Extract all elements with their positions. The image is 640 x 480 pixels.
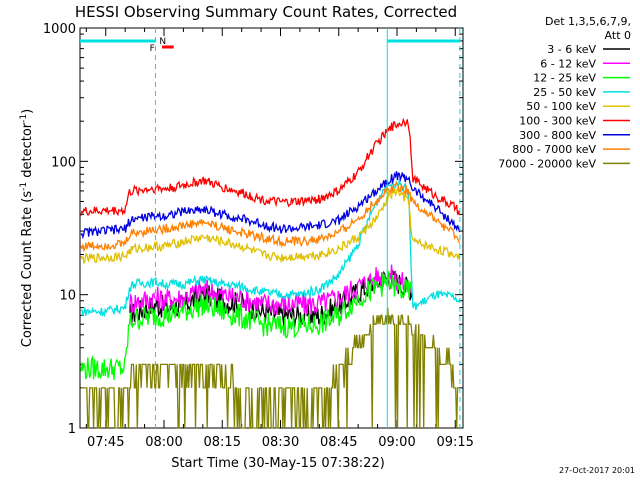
x-tick-labels: 07:45 08:00 08:15 08:30 08:45 09:00 09:15 — [87, 435, 474, 450]
legend-label-0: 3 - 6 keV — [547, 43, 596, 56]
y-axis-label-mid: detector — [20, 122, 35, 182]
x-axis-label: Start Time (30-May-15 07:38:22) — [171, 456, 385, 471]
overlay-layer: NF — [80, 28, 461, 428]
x-tick-label: 08:45 — [320, 435, 357, 450]
series-line-4 — [80, 187, 461, 265]
series-layer — [80, 117, 461, 429]
legend-label-7: 800 - 7000 keV — [512, 143, 596, 156]
x-tick-label: 07:45 — [87, 435, 124, 450]
flag-label-flare: F — [150, 44, 155, 54]
legend-label-1: 6 - 12 keV — [540, 57, 596, 70]
x-tick-label: 09:15 — [436, 435, 473, 450]
series-line-8 — [81, 307, 460, 429]
y-axis-label: Corrected Count Rate (s-1 detector-1) — [19, 109, 35, 347]
series-line-1 — [128, 264, 413, 316]
legend-label-8: 7000 - 20000 keV — [498, 157, 596, 170]
y-tick-label: 1000 — [43, 22, 76, 37]
y-tick-label: 10 — [59, 289, 76, 304]
legend-label-3: 25 - 50 keV — [533, 86, 596, 99]
legend-label-2: 12 - 25 keV — [533, 72, 596, 85]
series-line-6 — [80, 171, 461, 240]
y-axis-label-main: Corrected Count Rate (s — [20, 191, 35, 348]
x-tick-label: 08:15 — [204, 435, 241, 450]
footer-date: 27-Oct-2017 20:01 — [559, 466, 635, 475]
legend-label-4: 50 - 100 keV — [526, 100, 596, 113]
series-line-7 — [80, 181, 461, 253]
x-tick-label: 08:30 — [262, 435, 299, 450]
y-tick-label: 100 — [51, 155, 76, 170]
y-tick-label: 1 — [68, 422, 76, 437]
y-axis-label-end: ) — [20, 109, 35, 114]
flag-label-night: N — [159, 37, 166, 47]
x-tick-label: 09:00 — [378, 435, 415, 450]
y-tick-labels: 1 10 100 1000 — [43, 22, 76, 437]
x-tick-label: 08:00 — [145, 435, 182, 450]
y-axis-label-sup1: -1 — [19, 182, 29, 191]
legend-label-6: 300 - 800 keV — [519, 129, 596, 142]
legend-label-5: 100 - 300 keV — [519, 115, 596, 128]
series-line-5 — [80, 117, 461, 217]
series-line-2 — [80, 270, 413, 380]
legend-header-line2: Att 0 — [605, 29, 631, 42]
y-axis-label-sup2: -1 — [19, 114, 29, 123]
chart-title: HESSI Observing Summary Count Rates, Cor… — [75, 3, 457, 21]
legend-header-line1: Det 1,3,5,6,7,9, — [545, 15, 631, 28]
axis-ticks — [80, 28, 463, 429]
